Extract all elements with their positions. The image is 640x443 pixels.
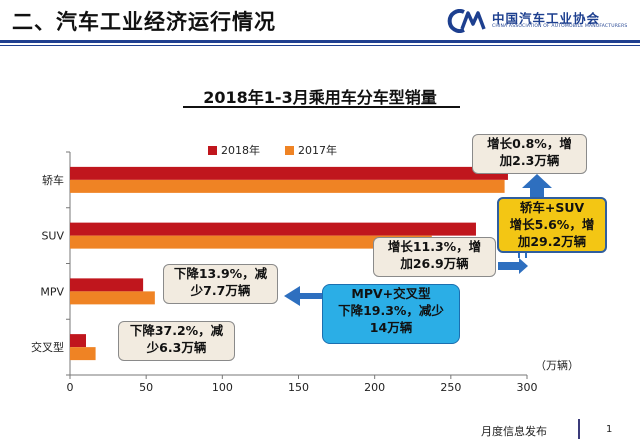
chart-title-underline	[183, 106, 460, 108]
callout-mpv-crossover-total: MPV+交叉型 下降19.3%，减少 14万辆	[322, 284, 460, 344]
callout-sedan-line1: 增长0.8%，增	[487, 136, 572, 151]
callout-suv-line2: 加26.9万辆	[400, 256, 469, 271]
x-tick-label: 150	[288, 381, 309, 394]
header: 二、汽车工业经济运行情况 中国汽车工业协会 CHINA ASSOCIATION …	[0, 0, 640, 40]
callout-mpv-total-line3: 14万辆	[369, 320, 413, 335]
bar-2018-1	[70, 222, 476, 236]
callout-mpv-total-line2: 下降19.3%，减少	[338, 303, 444, 318]
legend-item-2018: 2018年	[208, 142, 260, 158]
y-category-label: 轿车	[42, 173, 64, 187]
y-category-label: 交叉型	[31, 340, 64, 354]
callout-suv: 增长11.3%，增 加26.9万辆	[373, 237, 496, 277]
logo-text-en: CHINA ASSOCIATION OF AUTOMOBILE MANUFACT…	[492, 24, 628, 29]
legend-swatch-2017	[285, 146, 294, 155]
header-rule-thick	[0, 40, 640, 43]
callout-crossover: 下降37.2%，减 少6.3万辆	[118, 321, 235, 361]
callout-total-line3: 加29.2万辆	[517, 234, 587, 249]
callout-mpv-line1: 下降13.9%，减	[173, 266, 268, 281]
bar-2017-0	[70, 179, 505, 193]
footer-label: 月度信息发布	[481, 425, 547, 438]
bar-2017-1	[70, 235, 432, 249]
header-rule-thin	[0, 45, 640, 46]
x-tick-label: 50	[139, 381, 153, 394]
callout-sedan: 增长0.8%，增 加2.3万辆	[472, 134, 587, 174]
bar-2018-0	[70, 166, 508, 180]
y-category-label: SUV	[41, 230, 64, 243]
caam-logo-icon	[447, 9, 486, 33]
callout-suv-line1: 增长11.3%，增	[387, 239, 482, 254]
callout-crossover-line2: 少6.3万辆	[146, 340, 207, 355]
legend-swatch-2018	[208, 146, 217, 155]
bar-2017-2	[70, 291, 155, 305]
callout-total-line2: 增长5.6%，增	[509, 217, 595, 232]
callout-total-line1: 轿车+SUV	[519, 200, 585, 215]
bar-2018-2	[70, 278, 144, 292]
bar-2017-3	[70, 347, 96, 361]
x-unit-label: （万辆）	[535, 358, 579, 372]
x-tick-label: 100	[212, 381, 233, 394]
callout-sedan-line2: 加2.3万辆	[499, 153, 560, 168]
x-tick-label: 0	[67, 381, 74, 394]
arrow-to-suv-callout	[498, 258, 528, 274]
x-tick-label: 200	[364, 381, 385, 394]
callout-mpv: 下降13.9%，减 少7.7万辆	[163, 264, 278, 304]
logo-text-cn: 中国汽车工业协会	[492, 11, 601, 26]
legend-label-2017: 2017年	[298, 144, 337, 157]
arrow-to-sedan-callout	[522, 174, 552, 200]
callout-mpv-total-line1: MPV+交叉型	[351, 286, 431, 301]
legend-label-2018: 2018年	[221, 144, 260, 157]
callout-mpv-line2: 少7.7万辆	[190, 283, 251, 298]
x-tick-label: 250	[440, 381, 461, 394]
callout-sedan-suv-total: 轿车+SUV 增长5.6%，增 加29.2万辆	[497, 197, 607, 253]
footer-divider	[578, 419, 580, 439]
x-tick-label: 300	[517, 381, 538, 394]
section-title: 二、汽车工业经济运行情况	[12, 10, 276, 34]
chart-title: 2018年1-3月乘用车分车型销量	[203, 88, 437, 107]
arrow-to-mpv-callout	[284, 286, 326, 306]
legend-item-2017: 2017年	[285, 142, 337, 158]
bar-2018-3	[70, 334, 86, 348]
y-category-label: MPV	[40, 285, 64, 298]
page-number: 1	[606, 424, 613, 435]
callout-crossover-line1: 下降37.2%，减	[129, 323, 224, 338]
